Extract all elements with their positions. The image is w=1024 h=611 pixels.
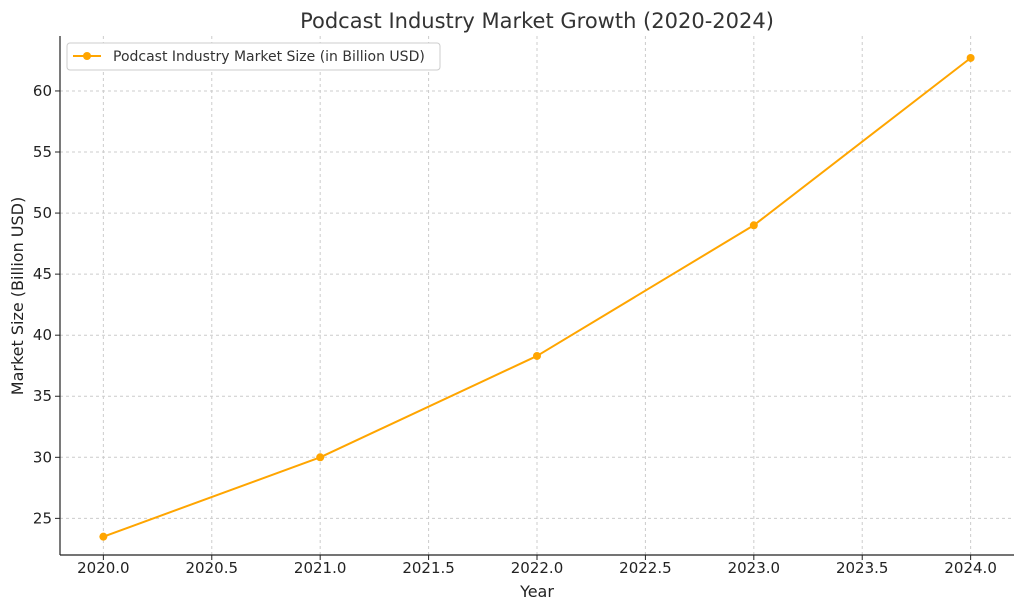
- x-tick-label: 2020.5: [186, 559, 239, 577]
- chart-title: Podcast Industry Market Growth (2020-202…: [300, 9, 774, 33]
- y-tick-label: 45: [33, 265, 52, 283]
- grid: [60, 36, 1014, 555]
- y-tick-label: 30: [33, 448, 52, 466]
- x-tick-label: 2021.0: [294, 559, 347, 577]
- y-tick-label: 35: [33, 387, 52, 405]
- x-tick-label: 2022.0: [511, 559, 564, 577]
- data-point: [749, 221, 758, 230]
- series-layer: [99, 53, 975, 541]
- y-tick-label: 50: [33, 204, 52, 222]
- legend-box: [66, 42, 441, 71]
- y-tick-label: 40: [33, 326, 52, 344]
- y-tick-label: 60: [33, 82, 52, 100]
- y-axis-ticks: 25 30 35 40 45 50 55 60: [33, 82, 60, 527]
- legend-marker: [83, 52, 91, 60]
- x-tick-label: 2023.5: [836, 559, 889, 577]
- data-point: [99, 532, 108, 541]
- y-axis-label: Market Size (Billion USD): [8, 197, 27, 395]
- legend-entry-label: Podcast Industry Market Size (in Billion…: [113, 49, 425, 65]
- x-tick-label: 2024.0: [944, 559, 997, 577]
- x-tick-label: 2022.5: [619, 559, 672, 577]
- x-axis-ticks: 2020.0 2020.5 2021.0 2021.5 2022.0 2022.5 2023…: [77, 555, 997, 577]
- x-tick-label: 2023.0: [728, 559, 781, 577]
- data-point: [966, 53, 975, 62]
- legend: Podcast Industry Market Size (in Billion…: [66, 42, 441, 71]
- y-tick-label: 25: [33, 509, 52, 527]
- y-tick-label: 55: [33, 143, 52, 161]
- x-axis-label: Year: [519, 582, 554, 601]
- data-point: [316, 453, 325, 462]
- x-tick-label: 2021.5: [402, 559, 455, 577]
- x-tick-label: 2020.0: [77, 559, 130, 577]
- data-point: [533, 351, 541, 360]
